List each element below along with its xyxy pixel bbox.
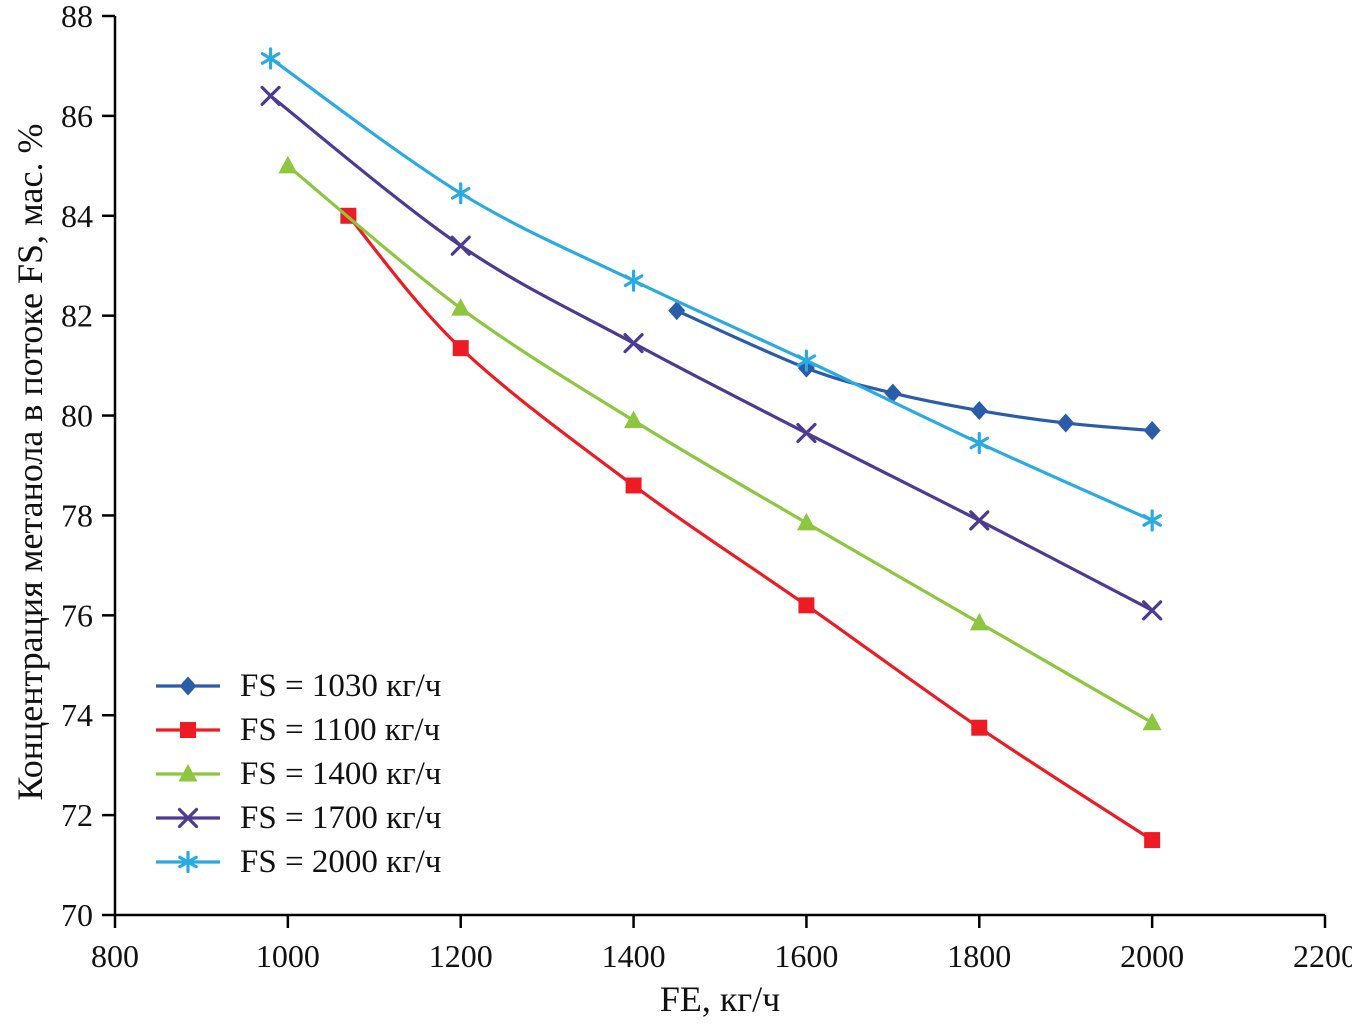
legend-label: FS = 2000 кг/ч <box>240 843 442 880</box>
series-line <box>286 164 1154 725</box>
x-tick-label: 1000 <box>256 938 320 974</box>
square-marker-icon <box>971 719 988 736</box>
series-0 <box>668 301 1161 441</box>
y-tick-label: 82 <box>61 298 93 334</box>
legend-label: FS = 1030 кг/ч <box>240 667 442 704</box>
series-line <box>268 56 1154 523</box>
asterisk-marker-icon <box>260 47 281 70</box>
legend-label: FS = 1100 кг/ч <box>240 711 441 748</box>
square-marker-icon <box>625 477 642 494</box>
y-tick-label: 70 <box>61 897 93 933</box>
x-marker-icon <box>260 85 281 107</box>
x-tick-label: 1800 <box>947 938 1011 974</box>
series-line <box>268 94 1154 612</box>
y-tick-label: 76 <box>61 597 93 633</box>
legend-marker-icon <box>156 807 220 829</box>
series-2 <box>278 155 1162 731</box>
asterisk-marker-icon <box>450 182 471 205</box>
asterisk-marker-icon <box>623 269 644 292</box>
x-tick-label: 1400 <box>602 938 666 974</box>
asterisk-marker-icon <box>969 431 990 455</box>
legend-icon-group <box>156 764 220 782</box>
y-axis-title: Концентрация метанола в потоке FS, мас. … <box>10 123 50 801</box>
asterisk-marker-icon <box>1142 509 1162 532</box>
x-axis-title: FE, кг/ч <box>659 979 781 1019</box>
legend-icon-group <box>156 676 220 696</box>
triangle-marker-icon <box>796 512 816 531</box>
y-tick-label: 74 <box>61 697 93 733</box>
x-tick-label: 2000 <box>1120 938 1184 974</box>
diamond-marker-icon <box>884 383 902 403</box>
x-marker-icon <box>1142 600 1163 621</box>
legend-marker-icon <box>156 764 220 782</box>
x-tick-label: 1600 <box>774 938 838 974</box>
square-marker-icon <box>180 722 196 738</box>
legend-marker-icon <box>156 850 220 874</box>
triangle-marker-icon <box>278 155 298 174</box>
legend-marker-icon <box>156 676 220 696</box>
triangle-marker-icon <box>451 298 471 316</box>
asterisk-marker-icon <box>178 850 198 874</box>
diamond-marker-icon <box>1143 421 1161 441</box>
x-tick-label: 2200 <box>1293 938 1352 974</box>
legend-marker-icon <box>156 722 220 738</box>
x-tick-label: 1200 <box>429 938 493 974</box>
legend-item: FS = 1700 кг/ч <box>150 800 441 836</box>
series-line <box>346 214 1154 842</box>
x-marker-icon <box>969 510 990 531</box>
diamond-marker-icon <box>668 301 686 321</box>
legend-icon-group <box>156 850 220 874</box>
x-marker-icon <box>796 422 817 444</box>
diamond-marker-icon <box>970 401 988 421</box>
legend-icon-group <box>156 722 220 738</box>
asterisk-marker-icon <box>796 349 817 372</box>
series-3 <box>260 85 1163 621</box>
legend-label: FS = 1400 кг/ч <box>240 755 442 792</box>
square-marker-icon <box>452 340 469 357</box>
legend-item: FS = 1030 кг/ч <box>150 668 441 704</box>
triangle-marker-icon <box>1142 712 1162 731</box>
y-tick-label: 80 <box>61 398 93 434</box>
legend-label: FS = 1700 кг/ч <box>240 799 442 836</box>
y-tick-label: 86 <box>61 98 93 134</box>
y-tick-label: 78 <box>61 497 93 533</box>
series-4 <box>260 47 1162 532</box>
x-marker-icon <box>177 807 199 829</box>
y-tick-label: 88 <box>61 0 93 34</box>
x-marker-icon <box>623 333 644 354</box>
y-tick-label: 72 <box>61 797 93 833</box>
triangle-marker-icon <box>969 612 989 631</box>
square-marker-icon <box>798 597 815 614</box>
diamond-marker-icon <box>1057 413 1075 433</box>
legend-item: FS = 1400 кг/ч <box>150 756 441 792</box>
legend-icon-group <box>156 807 220 829</box>
x-tick-label: 800 <box>91 938 139 974</box>
triangle-marker-icon <box>178 764 198 782</box>
diamond-marker-icon <box>179 676 197 696</box>
legend-item: FS = 2000 кг/ч <box>150 844 441 880</box>
legend: FS = 1030 кг/ч FS = 1100 кг/ч FS = 1400 … <box>150 668 441 880</box>
square-marker-icon <box>1144 832 1161 849</box>
y-tick-label: 84 <box>61 198 93 234</box>
x-marker-icon <box>450 235 471 256</box>
legend-item: FS = 1100 кг/ч <box>150 712 441 748</box>
triangle-marker-icon <box>624 410 644 429</box>
